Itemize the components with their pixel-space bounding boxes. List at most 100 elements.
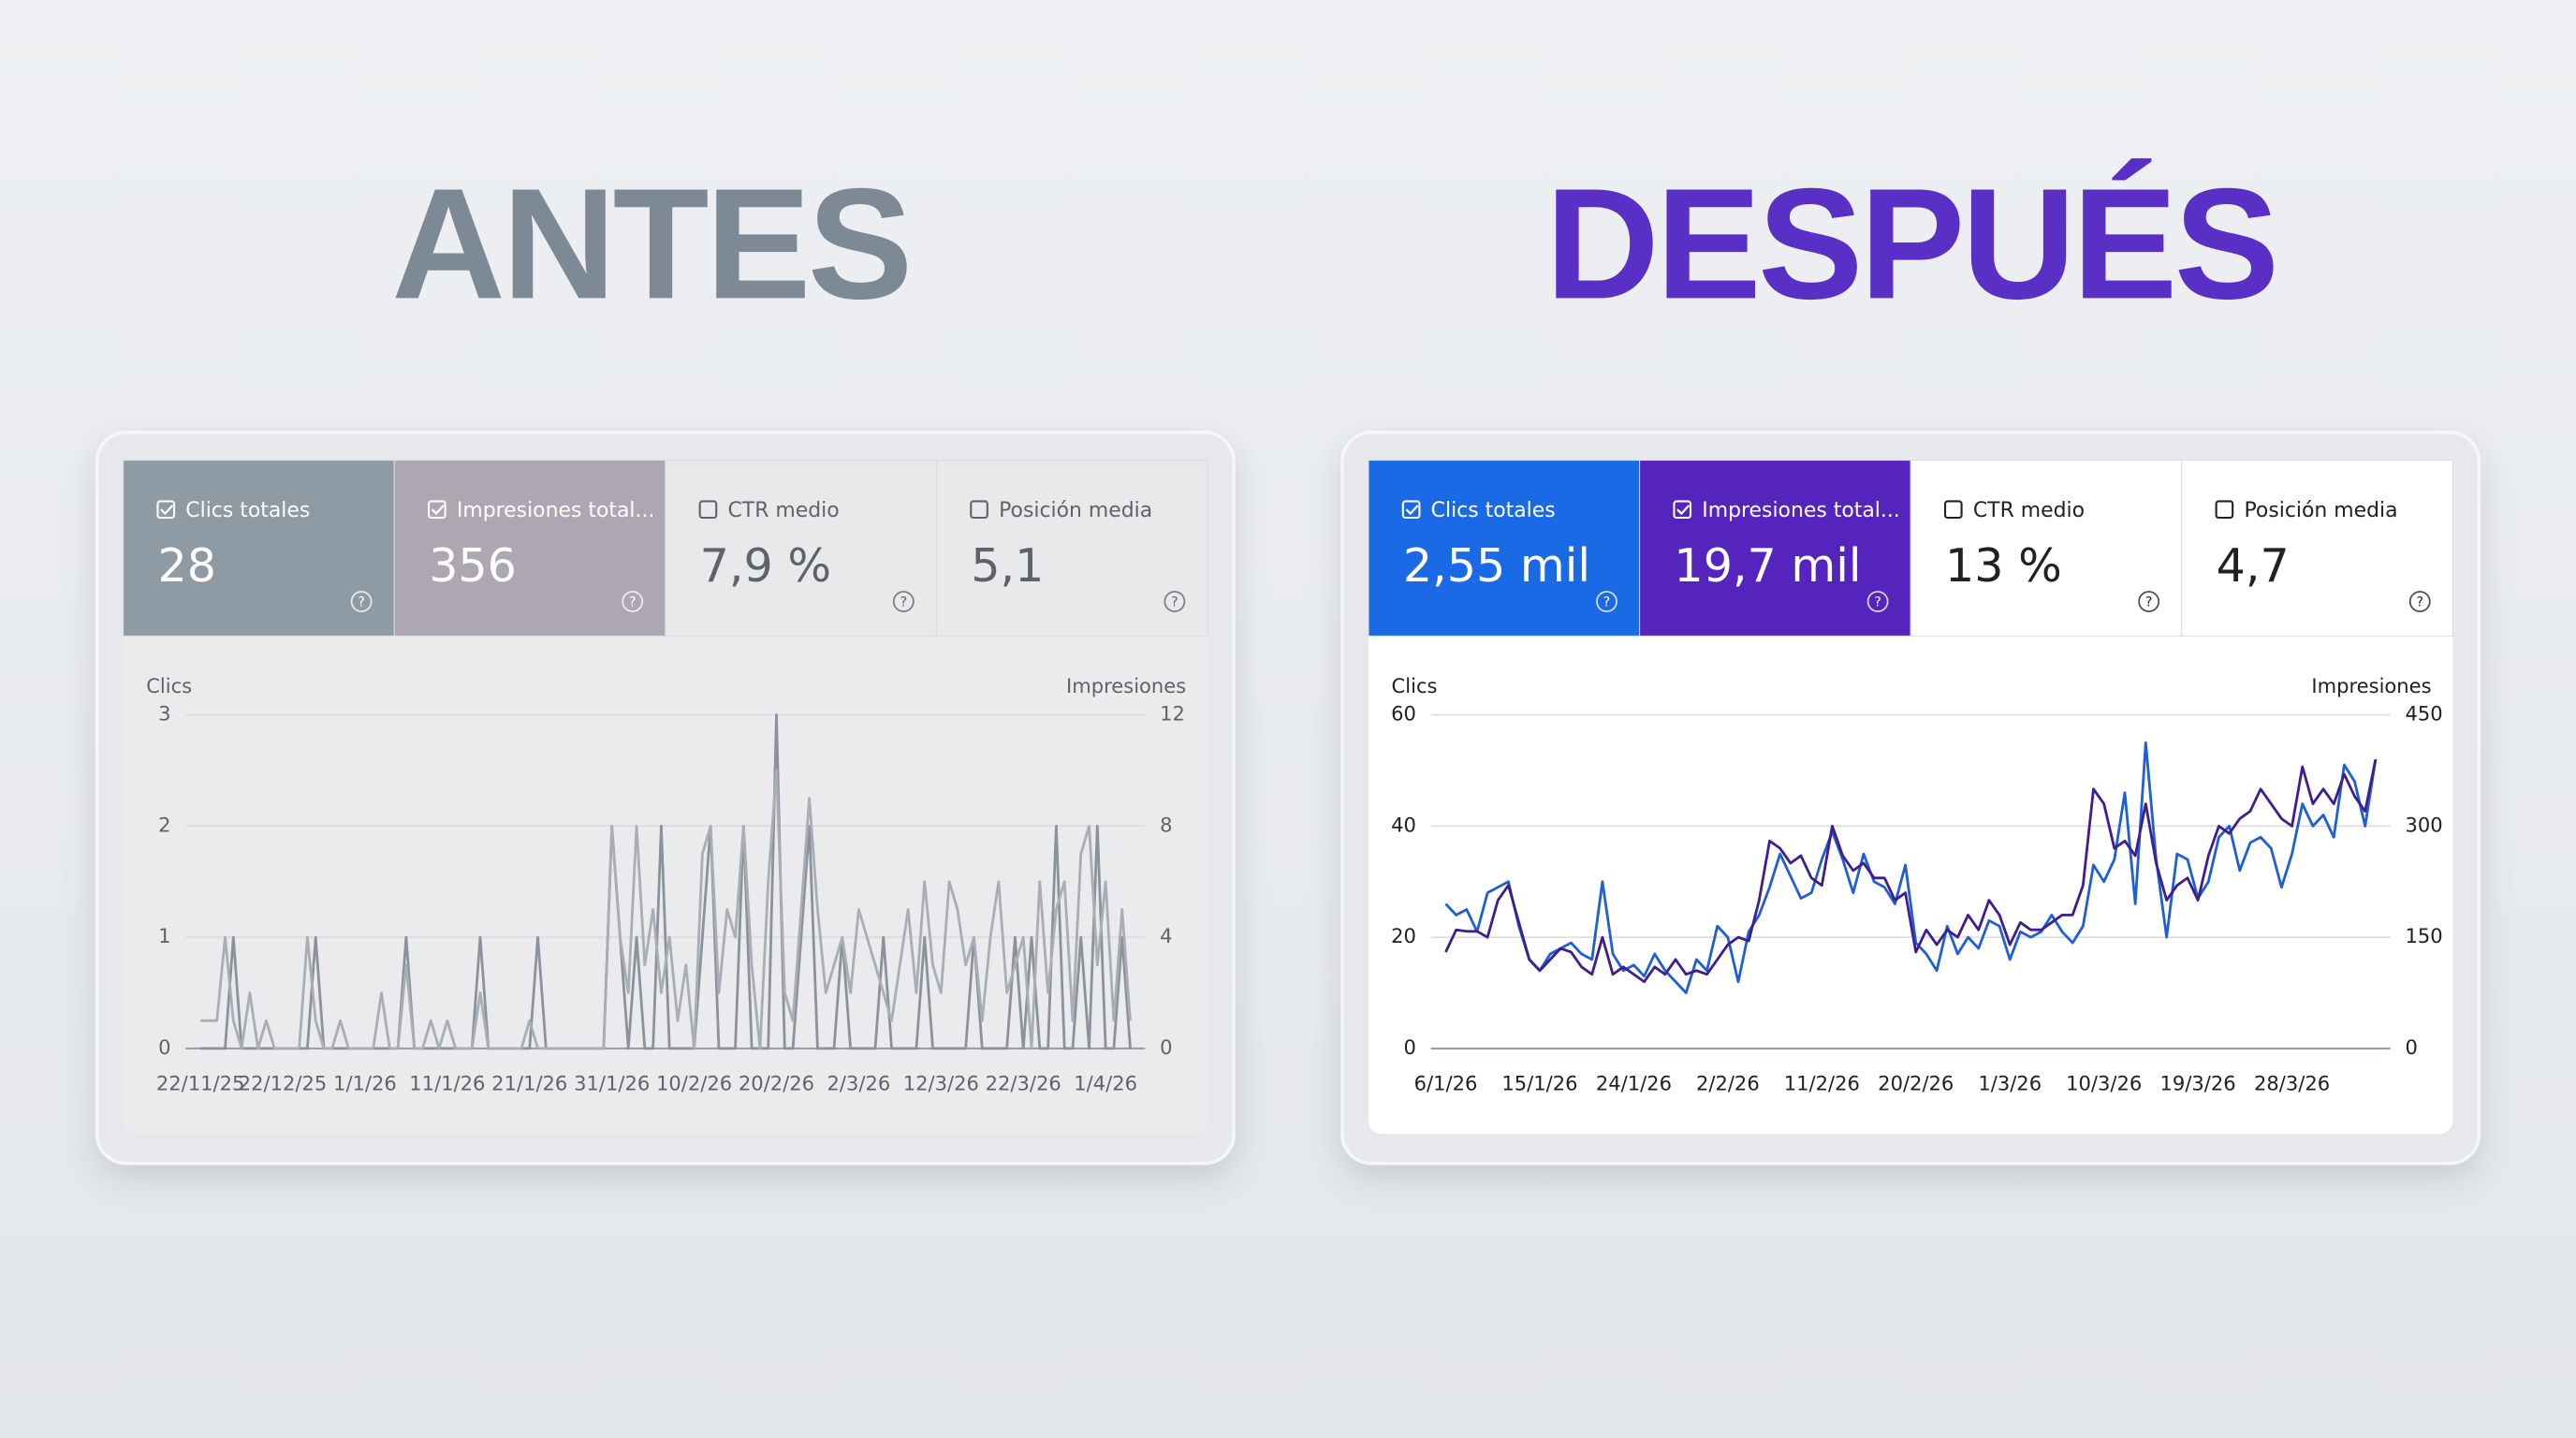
x-tick-label: 31/1/26	[574, 1072, 650, 1095]
metric-label: Impresiones total...	[1702, 499, 1899, 522]
x-tick-label: 10/3/26	[2066, 1072, 2142, 1095]
help-icon	[1596, 591, 1617, 612]
metric-card	[935, 460, 1208, 637]
help-icon	[1866, 591, 1889, 612]
series-line	[1444, 741, 2378, 994]
series-line	[200, 769, 1132, 1050]
metric-value: 356	[429, 538, 517, 593]
y-axis-label: Clics	[146, 674, 192, 697]
metric-card	[665, 460, 937, 637]
y-tick-label: 1	[158, 924, 170, 947]
checkbox	[428, 500, 446, 520]
metric-card	[2181, 460, 2453, 637]
checkbox	[970, 500, 988, 520]
heading: DESPUÉS	[1545, 154, 2276, 331]
x-tick-label: 12/3/26	[903, 1072, 979, 1095]
y2-tick-label: 8	[1160, 813, 1172, 836]
y2-axis-label: Impresiones	[2311, 674, 2431, 697]
y2-tick-label: 300	[2405, 813, 2442, 836]
x-tick-label: 1/3/26	[1978, 1072, 2042, 1095]
series-line	[1444, 758, 2378, 984]
y-tick-label: 0	[1403, 1035, 1415, 1059]
help-mark: ?	[358, 594, 364, 609]
y-tick-label: 3	[158, 702, 170, 726]
help-icon	[2408, 591, 2431, 612]
checkbox	[1673, 500, 1692, 520]
y2-tick-label: 12	[1160, 702, 1185, 726]
x-tick-label: 11/2/26	[1784, 1072, 1860, 1095]
y2-tick-label: 0	[2405, 1035, 2417, 1059]
y2-tick-label: 150	[2405, 924, 2442, 947]
x-tick-label: 28/3/26	[2254, 1072, 2330, 1095]
metric-label: Clics totales	[1431, 499, 1556, 522]
y2-tick-label: 4	[1160, 924, 1172, 947]
metric-value: 13 %	[1945, 538, 2062, 593]
x-tick-label: 24/1/26	[1596, 1072, 1672, 1095]
help-icon	[622, 591, 644, 612]
y-axis-label: Clics	[1392, 674, 1438, 697]
checkmark	[160, 505, 174, 516]
checkmark	[1405, 505, 1419, 516]
metric-label: Impresiones total...	[457, 499, 654, 522]
metric-value: 4,7	[2217, 538, 2290, 593]
help-icon	[2138, 591, 2160, 612]
x-tick-label: 6/1/26	[1414, 1072, 1478, 1095]
metric-value: 7,9 %	[700, 538, 831, 593]
metric-value: 5,1	[971, 538, 1044, 593]
help-mark: ?	[1171, 594, 1178, 609]
x-tick-label: 20/2/26	[739, 1072, 814, 1095]
x-tick-label: 20/2/26	[1878, 1072, 1954, 1095]
x-tick-label: 19/3/26	[2160, 1072, 2236, 1095]
y2-tick-label: 0	[1160, 1035, 1172, 1059]
metric-label: Clics totales	[185, 499, 310, 522]
x-tick-label: 22/3/26	[986, 1072, 1061, 1095]
x-tick-label: 21/1/26	[491, 1072, 567, 1095]
help-icon	[892, 591, 915, 612]
checkbox	[156, 500, 176, 520]
help-mark: ?	[900, 594, 907, 609]
y-tick-label: 0	[158, 1035, 170, 1059]
help-icon	[1164, 591, 1186, 612]
checkmark	[1676, 505, 1690, 516]
x-tick-label: 22/11/25	[156, 1072, 245, 1095]
x-tick-label: 11/1/26	[409, 1072, 485, 1095]
y-tick-label: 2	[158, 813, 170, 836]
metric-card	[1368, 460, 1641, 637]
metric-card	[1910, 460, 2183, 637]
y2-axis-label: Impresiones	[1066, 674, 1186, 697]
metric-card	[1639, 460, 1911, 637]
help-mark: ?	[1603, 594, 1610, 609]
help-mark: ?	[2417, 594, 2423, 609]
metric-value: 28	[157, 538, 216, 593]
x-tick-label: 15/1/26	[1501, 1072, 1577, 1095]
y-tick-label: 60	[1391, 702, 1416, 726]
metric-label: Posición media	[999, 499, 1152, 522]
checkbox	[1401, 500, 1421, 520]
y2-tick-label: 450	[2405, 702, 2442, 726]
x-tick-label: 1/4/26	[1074, 1072, 1137, 1095]
help-mark: ?	[629, 594, 636, 609]
checkbox	[2215, 500, 2234, 520]
checkmark	[431, 505, 445, 516]
help-mark: ?	[2145, 594, 2152, 609]
y-tick-label: 20	[1391, 924, 1416, 947]
metric-value: 2,55 mil	[1403, 538, 1590, 593]
help-icon	[350, 591, 373, 612]
x-tick-label: 10/2/26	[656, 1072, 732, 1095]
metric-value: 19,7 mil	[1674, 538, 1861, 593]
heading: ANTES	[391, 154, 909, 331]
metric-card	[393, 460, 666, 637]
x-tick-label: 22/12/25	[239, 1072, 328, 1095]
metric-label: Posición media	[2244, 499, 2397, 522]
y-tick-label: 40	[1391, 813, 1416, 836]
x-tick-label: 2/2/26	[1696, 1072, 1760, 1095]
metric-label: CTR medio	[728, 499, 840, 522]
help-mark: ?	[1874, 594, 1881, 609]
x-tick-label: 1/1/26	[333, 1072, 397, 1095]
x-tick-label: 2/3/26	[827, 1072, 891, 1095]
checkbox	[1943, 500, 1963, 520]
checkbox	[698, 500, 718, 520]
metric-label: CTR medio	[1973, 499, 2085, 522]
